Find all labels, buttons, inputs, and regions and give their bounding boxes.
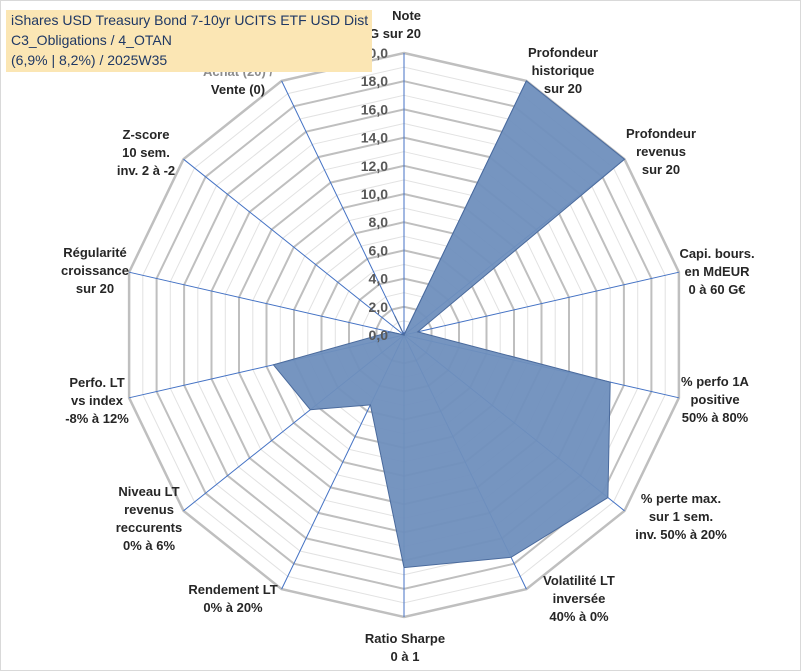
radial-tick-label: 2,0 xyxy=(369,299,389,315)
axis-label-line: inv. 2 à -2 xyxy=(117,163,175,178)
axis-label-line: vs index xyxy=(71,393,124,408)
axis-label-line: revenus xyxy=(124,502,174,517)
axis-label-line: inversée xyxy=(553,591,606,606)
axis-spoke xyxy=(128,271,405,336)
axis-spoke xyxy=(281,80,405,336)
axis-label-line: Capi. bours. xyxy=(679,246,754,261)
axis-label-line: -8% à 12% xyxy=(65,411,129,426)
axis-label-line: Perfo. LT xyxy=(69,375,124,390)
axis-label-line: inv. 50% à 20% xyxy=(635,527,727,542)
chart-subtitle-line: (6,9% | 8,2%) / 2025W35 xyxy=(11,52,168,68)
axis-label-line: Profondeur xyxy=(626,126,696,141)
axis-label: Profondeur revenus sur 20 xyxy=(626,126,696,177)
axis-label-line: Niveau LT xyxy=(118,484,179,499)
axis-label: Capi. bours. en MdEUR 0 à 60 G€ xyxy=(679,246,754,297)
radial-tick-label: 14,0 xyxy=(361,130,388,146)
axis-label: % perte max. sur 1 sem. inv. 50% à 20% xyxy=(635,491,727,542)
axis-label-line: Profondeur xyxy=(528,45,598,60)
axis-label-line: Note xyxy=(392,8,421,23)
axis-label-line: % perfo 1A xyxy=(681,374,750,389)
axis-label-line: 0% à 6% xyxy=(123,538,175,553)
radial-tick-label: 16,0 xyxy=(361,101,388,117)
radial-tick-label: 4,0 xyxy=(369,271,389,287)
axis-label: Niveau LT revenus reccurents 0% à 6% xyxy=(116,484,182,553)
axis-label-line: sur 1 sem. xyxy=(649,509,713,524)
axis-label-line: Ratio Sharpe xyxy=(365,631,445,646)
axis-label-line: croissance xyxy=(61,263,129,278)
axis-label-line: historique xyxy=(532,63,595,78)
axis-label-line: sur 20 xyxy=(642,162,680,177)
axis-label: Ratio Sharpe 0 à 1 xyxy=(365,631,445,664)
radial-tick-label: 18,0 xyxy=(361,73,388,89)
axis-label-line: 50% à 80% xyxy=(682,410,749,425)
radial-tick-label: 0,0 xyxy=(369,327,389,343)
axis-label: Z-score 10 sem. inv. 2 à -2 xyxy=(117,127,175,178)
axis-label-line: sur 20 xyxy=(76,281,114,296)
axis-label: % perfo 1A positive 50% à 80% xyxy=(681,374,750,425)
chart-subtitle-line: C3_Obligations / 4_OTAN xyxy=(11,32,172,48)
axis-label-line: revenus xyxy=(636,144,686,159)
axis-label-line: 40% à 0% xyxy=(549,609,609,624)
axis-label-line: Z-score xyxy=(123,127,170,142)
axis-label: Volatilité LT inversée 40% à 0% xyxy=(543,573,615,624)
axis-label-line: Volatilité LT xyxy=(543,573,615,588)
axis-label-line: Vente (0) xyxy=(211,82,265,97)
axis-label-line: 0 à 60 G€ xyxy=(688,282,745,297)
axis-label-line: positive xyxy=(690,392,739,407)
axis-label-line: 0 à 1 xyxy=(391,649,420,664)
radial-tick-label: 8,0 xyxy=(369,214,389,230)
chart-title-line: iShares USD Treasury Bond 7-10yr UCITS E… xyxy=(11,12,369,28)
radar-series xyxy=(272,80,626,569)
axis-label-line: 10 sem. xyxy=(122,145,170,160)
axis-label: Régularité croissance sur 20 xyxy=(61,245,129,296)
axis-label: Profondeur historique sur 20 xyxy=(528,45,598,96)
axis-label-line: % perte max. xyxy=(641,491,721,506)
axis-label-line: Rendement LT xyxy=(188,582,277,597)
radial-tick-label: 12,0 xyxy=(361,158,388,174)
axis-label-line: 0% à 20% xyxy=(203,600,263,615)
chart-title-box: iShares USD Treasury Bond 7-10yr UCITS E… xyxy=(6,10,372,72)
axis-spoke xyxy=(403,271,680,336)
axis-label-line: sur 20 xyxy=(544,81,582,96)
axis-label: Rendement LT 0% à 20% xyxy=(188,582,277,615)
axis-spoke xyxy=(183,158,405,336)
radial-tick-label: 10,0 xyxy=(361,186,388,202)
axis-label-line: en MdEUR xyxy=(685,264,751,279)
axis-label-line: Régularité xyxy=(63,245,127,260)
radial-tick-label: 6,0 xyxy=(369,242,389,258)
axis-label-line: reccurents xyxy=(116,520,182,535)
axis-label: Perfo. LT vs index -8% à 12% xyxy=(65,375,129,426)
